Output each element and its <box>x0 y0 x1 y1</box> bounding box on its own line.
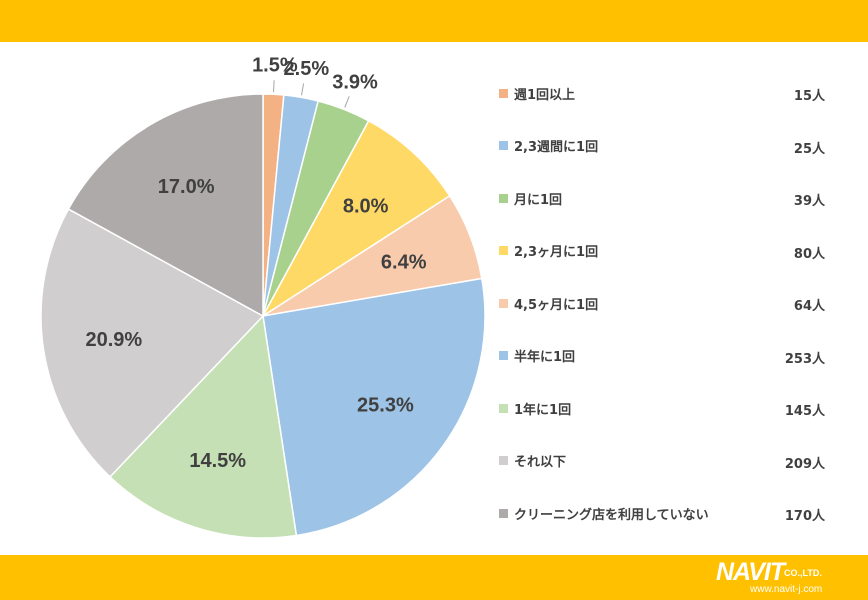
bottom-banner <box>0 555 868 600</box>
slice-percent-label-7: 14.5% <box>189 450 246 472</box>
pie-slice-8 <box>40 208 265 478</box>
pie-slice-4 <box>262 119 451 317</box>
slice-percent-label-5: 6.4% <box>381 251 427 273</box>
logo-company-suffix: CO.,LTD. <box>784 568 822 578</box>
slice-percent-label-8: 20.9% <box>85 329 142 351</box>
pie-slice-7 <box>108 314 298 539</box>
logo-wordmark: NAVIT <box>716 558 785 586</box>
slice-percent-label-9: 17.0% <box>158 176 215 198</box>
company-logo: NAVIT CO.,LTD. www.navit-j.com <box>716 559 856 597</box>
logo-url: www.navit-j.com <box>750 584 823 595</box>
leader-line-2 <box>301 83 305 96</box>
slice-percent-label-1: 1.5% <box>252 54 298 76</box>
slice-percent-label-4: 8.0% <box>343 195 389 217</box>
slice-percent-label-6: 25.3% <box>357 394 414 416</box>
top-banner <box>0 0 868 42</box>
pie-slice-9 <box>67 93 264 318</box>
slice-percent-label-3: 3.9% <box>332 71 378 93</box>
pie-chart: 1.5%2.5%3.9% 8.0% 6.4% 25.3% 14.5% 20.9% 17.0% <box>40 54 486 539</box>
pie-slice-6 <box>262 277 486 537</box>
leader-line-1 <box>273 80 275 93</box>
leader-line-3 <box>344 96 350 108</box>
slice-percent-label-2: 2.5% <box>284 58 330 80</box>
